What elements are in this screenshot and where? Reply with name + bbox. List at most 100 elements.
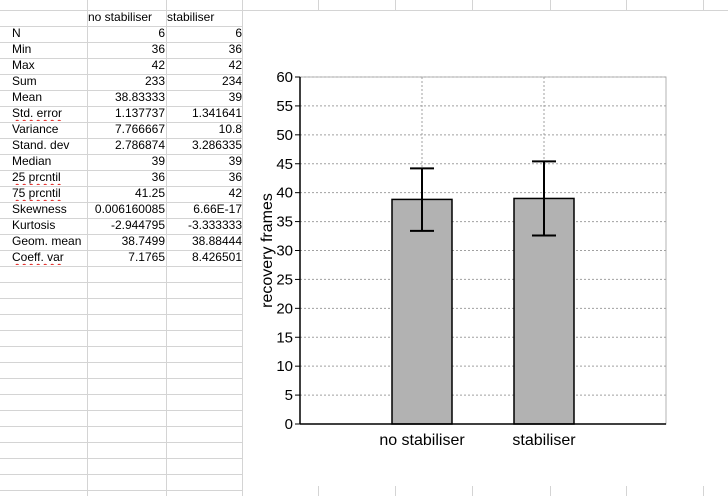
grid-line bbox=[395, 486, 396, 496]
grid-line bbox=[0, 410, 243, 411]
grid-line bbox=[0, 442, 243, 443]
row-label[interactable]: Coeff. var bbox=[12, 249, 86, 265]
cell-value-text: 8.426501 bbox=[191, 250, 242, 264]
y-tick-label: 55 bbox=[276, 98, 293, 115]
cell-value-text: 42 bbox=[151, 58, 165, 72]
y-tick-label: 15 bbox=[276, 329, 293, 346]
row-label[interactable]: Median bbox=[12, 153, 86, 169]
row-label-text: Coeff. var bbox=[12, 250, 64, 264]
row-label[interactable]: Mean bbox=[12, 89, 86, 105]
row-label[interactable]: Std. error bbox=[12, 105, 86, 121]
row-label-text: Max bbox=[12, 58, 35, 72]
grid-line bbox=[626, 0, 627, 10]
row-label-text: Sum bbox=[12, 74, 37, 88]
x-tick-label: stabiliser bbox=[512, 432, 576, 449]
cell-value[interactable]: 42 bbox=[167, 57, 242, 73]
cell-value[interactable]: 6.66E-17 bbox=[167, 201, 242, 217]
grid-line bbox=[318, 0, 319, 10]
cell-value[interactable]: 8.426501 bbox=[167, 249, 242, 265]
grid-line bbox=[0, 122, 243, 123]
row-label-text: Variance bbox=[12, 122, 59, 136]
y-tick-label: 35 bbox=[276, 214, 293, 231]
y-tick-label: 40 bbox=[276, 185, 293, 202]
row-label[interactable]: 25 prcntil bbox=[12, 169, 86, 185]
grid-line bbox=[472, 0, 473, 10]
grid-line bbox=[0, 314, 243, 315]
cell-value[interactable]: 234 bbox=[167, 73, 242, 89]
row-label[interactable]: Variance bbox=[12, 121, 86, 137]
grid-line bbox=[0, 250, 243, 251]
cell-value[interactable]: 42 bbox=[88, 57, 165, 73]
cell-value[interactable]: 41.25 bbox=[88, 185, 165, 201]
row-label-text: Geom. mean bbox=[12, 234, 82, 248]
row-label[interactable]: Sum bbox=[12, 73, 86, 89]
cell-value[interactable]: 0.006160085 bbox=[88, 201, 165, 217]
row-label-text: N bbox=[12, 26, 21, 40]
cell-value[interactable]: 39 bbox=[88, 153, 165, 169]
cell-value[interactable]: 1.341641 bbox=[167, 105, 242, 121]
cell-value[interactable]: 3.286335 bbox=[167, 137, 242, 153]
row-label[interactable]: N bbox=[12, 25, 86, 41]
row-label[interactable]: Kurtosis bbox=[12, 217, 86, 233]
cell-value[interactable]: 1.137737 bbox=[88, 105, 165, 121]
cell-value[interactable]: 39 bbox=[167, 153, 242, 169]
grid-line bbox=[0, 362, 243, 363]
column-header-no-stabiliser[interactable]: no stabiliser bbox=[88, 9, 165, 25]
cell-value[interactable]: -3.333333 bbox=[167, 217, 242, 233]
cell-value[interactable]: 6 bbox=[88, 25, 165, 41]
y-tick-label: 45 bbox=[276, 156, 293, 173]
cell-value[interactable]: 38.83333 bbox=[88, 89, 165, 105]
grid-line bbox=[550, 486, 551, 496]
row-label[interactable]: 75 prcntil bbox=[12, 185, 86, 201]
y-tick-label: 60 bbox=[276, 69, 293, 86]
cell-value[interactable]: 36 bbox=[88, 41, 165, 57]
row-label[interactable]: Max bbox=[12, 57, 86, 73]
cell-value[interactable]: 7.1765 bbox=[88, 249, 165, 265]
cell-value[interactable]: 7.766667 bbox=[88, 121, 165, 137]
cell-value[interactable]: 233 bbox=[88, 73, 165, 89]
cell-value[interactable]: 39 bbox=[167, 89, 242, 105]
y-tick-label: 10 bbox=[276, 358, 293, 375]
grid-line bbox=[0, 234, 243, 235]
row-label-text: Kurtosis bbox=[12, 218, 56, 232]
cell-value[interactable]: 38.88444 bbox=[167, 233, 242, 249]
cell-value[interactable]: 42 bbox=[167, 185, 242, 201]
cell-value[interactable]: 36 bbox=[88, 169, 165, 185]
grid-line bbox=[0, 26, 243, 27]
row-label[interactable]: Min bbox=[12, 41, 86, 57]
cell-value-text: 233 bbox=[144, 74, 165, 88]
row-label[interactable]: Skewness bbox=[12, 201, 86, 217]
grid-line bbox=[0, 154, 243, 155]
cell-value-text: 234 bbox=[221, 74, 242, 88]
row-label-text: 75 prcntil bbox=[12, 186, 61, 200]
cell-value[interactable]: 10.8 bbox=[167, 121, 242, 137]
row-label-text: Median bbox=[12, 154, 52, 168]
row-label-text: Std. error bbox=[12, 106, 63, 120]
cell-value[interactable]: 36 bbox=[167, 41, 242, 57]
row-label[interactable]: Geom. mean bbox=[12, 233, 86, 249]
cell-value[interactable]: 38.7499 bbox=[88, 233, 165, 249]
y-axis-label: recovery frames bbox=[259, 193, 276, 308]
cell-value-text: 39 bbox=[228, 90, 242, 104]
cell-value-text: 42 bbox=[228, 186, 242, 200]
grid-line bbox=[0, 58, 243, 59]
cell-value[interactable]: 2.786874 bbox=[88, 137, 165, 153]
cell-value[interactable]: 6 bbox=[167, 25, 242, 41]
row-label-text: 25 prcntil bbox=[12, 170, 61, 184]
cell-value-text: 6 bbox=[158, 26, 165, 40]
bar-chart[interactable]: 0 5 10 15 20 25 30 35 40 45 50 55 60 no stabiliser sta… bbox=[244, 64, 674, 456]
grid-line bbox=[703, 0, 704, 10]
grid-line bbox=[0, 202, 243, 203]
plot-area bbox=[299, 76, 667, 425]
column-header-no-stabiliser-text: no stabiliser bbox=[88, 10, 153, 24]
cell-value[interactable]: 36 bbox=[167, 169, 242, 185]
cell-value[interactable]: -2.944795 bbox=[88, 217, 165, 233]
grid-line bbox=[0, 10, 728, 11]
cell-value-text: 41.25 bbox=[134, 186, 165, 200]
column-header-stabiliser[interactable]: stabiliser bbox=[167, 9, 242, 25]
cell-value-text: 36 bbox=[151, 170, 165, 184]
grid-line bbox=[0, 394, 243, 395]
grid-line bbox=[0, 170, 243, 171]
row-label[interactable]: Stand. dev bbox=[12, 137, 86, 153]
